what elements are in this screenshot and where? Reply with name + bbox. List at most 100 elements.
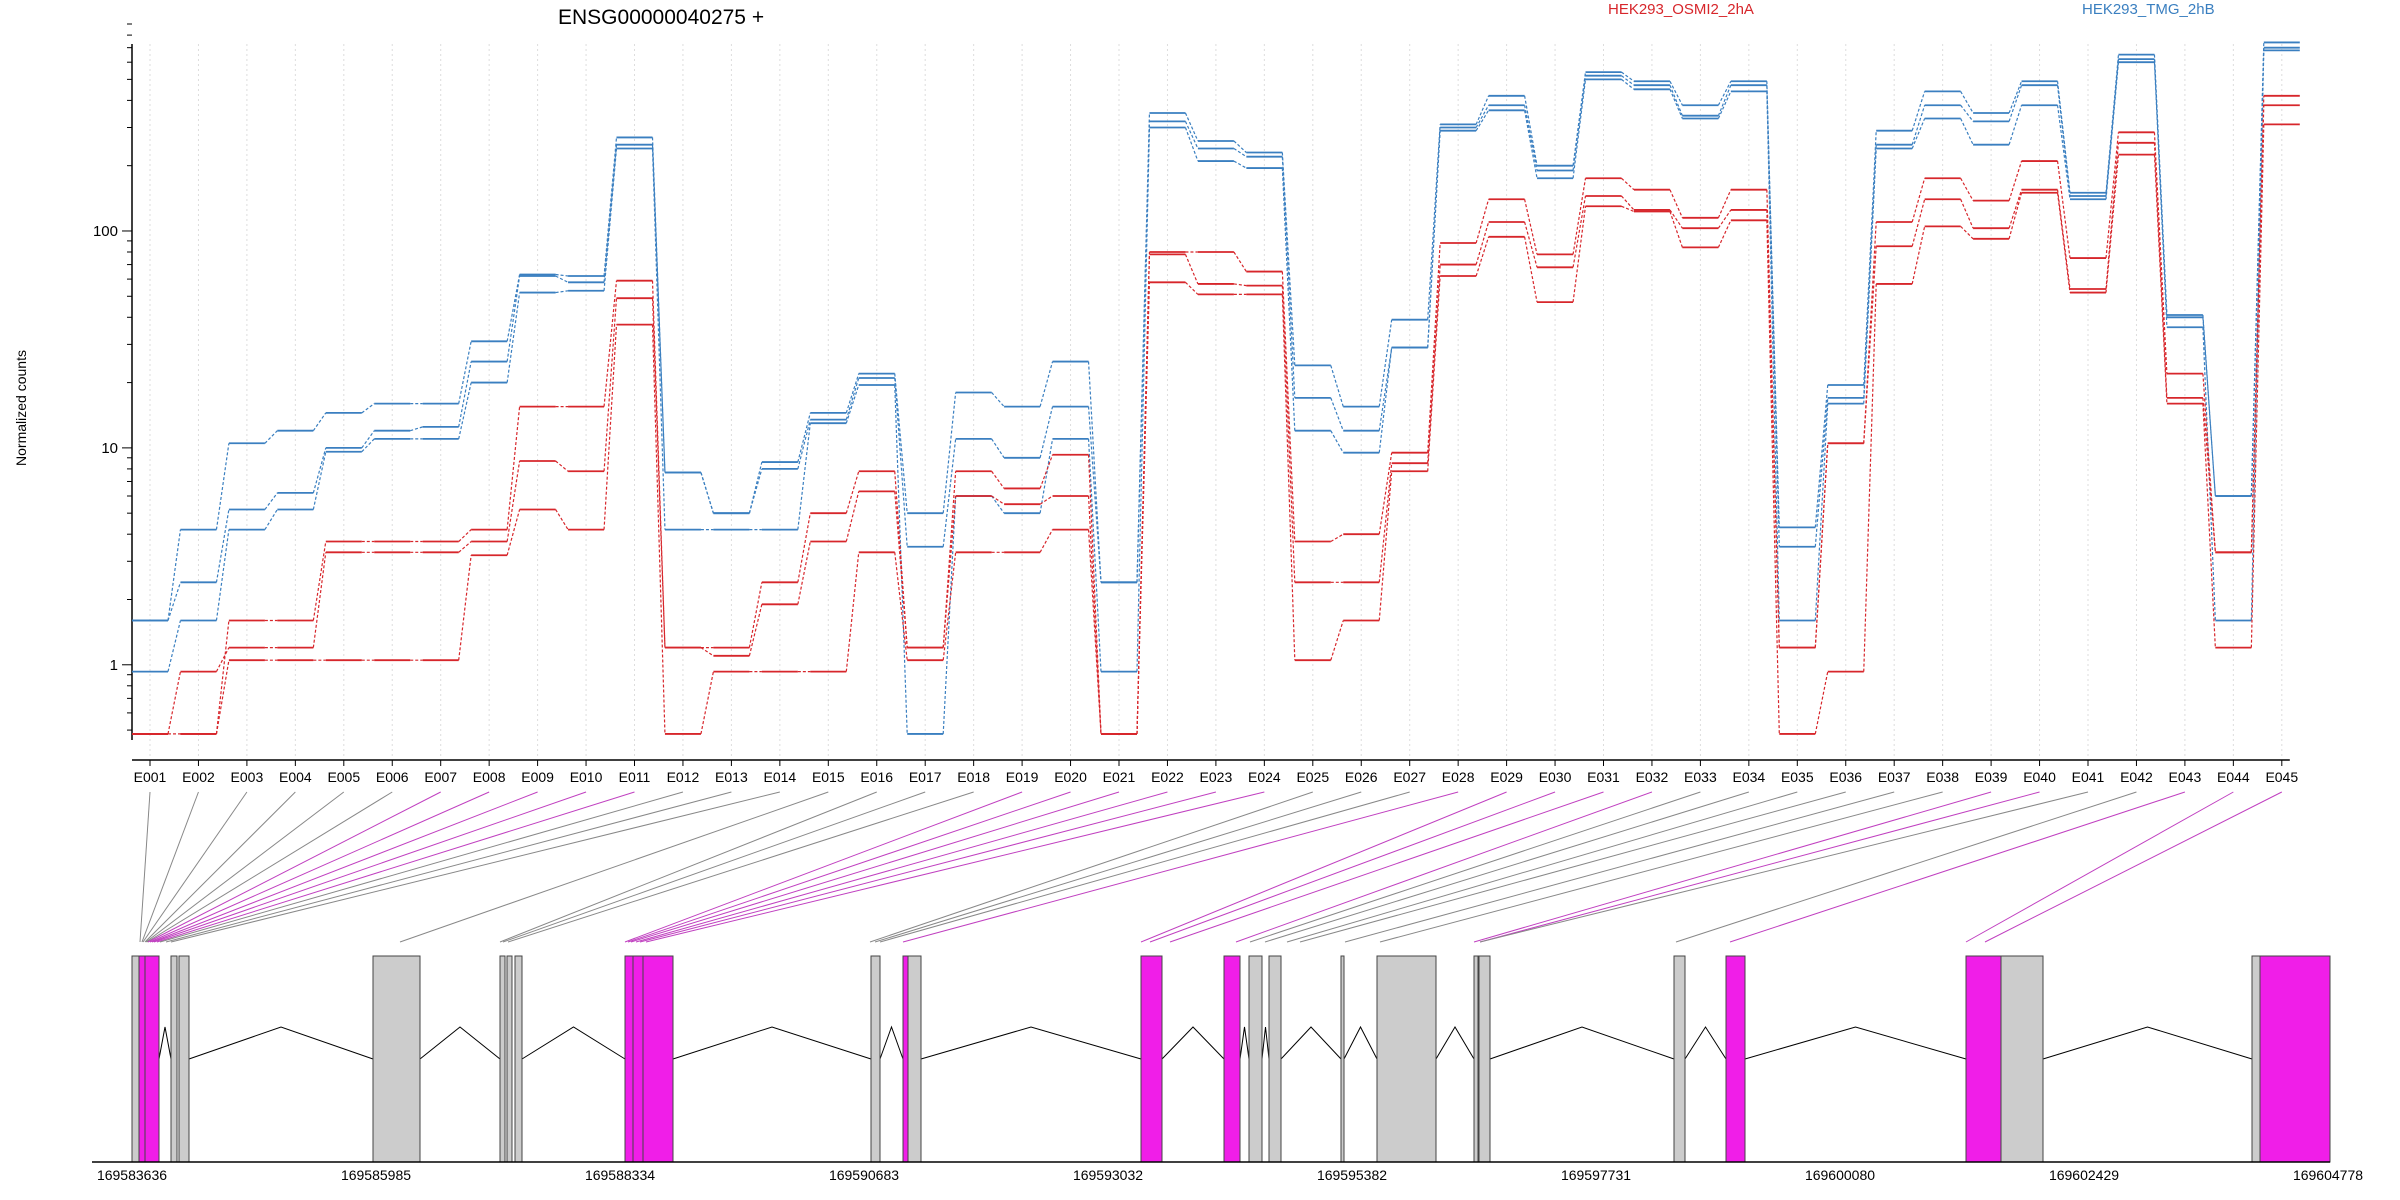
x-tick-label: E028 bbox=[1442, 769, 1475, 785]
series-connector bbox=[991, 392, 1005, 407]
series-connector bbox=[1572, 75, 1587, 171]
series-connector bbox=[1039, 529, 1054, 553]
genomic-tick-label: 169585985 bbox=[341, 1167, 411, 1183]
series-connector bbox=[2008, 192, 2023, 239]
axes: 1 10 100 bbox=[93, 23, 2290, 766]
exon-block bbox=[1473, 955, 1479, 1163]
exon-connector bbox=[1286, 791, 1798, 943]
exon-connector bbox=[1169, 791, 1604, 943]
series-connector bbox=[1524, 236, 1538, 303]
series-connector bbox=[1911, 226, 1926, 285]
series-connector bbox=[1863, 246, 1877, 444]
series-4 bbox=[132, 104, 2300, 735]
genomic-tick-label: 169600080 bbox=[1805, 1167, 1875, 1183]
exon-block bbox=[1725, 955, 1746, 1163]
x-tick-label: E014 bbox=[763, 769, 796, 785]
intron-line bbox=[158, 1026, 172, 1060]
series-connector bbox=[1039, 406, 1054, 458]
series-connector bbox=[1572, 206, 1587, 303]
exon-block bbox=[907, 955, 922, 1163]
series-connector bbox=[651, 324, 666, 734]
x-tick-label: E006 bbox=[376, 769, 409, 785]
series-connector bbox=[458, 529, 472, 542]
exon-connector bbox=[1264, 791, 1749, 943]
series-connector bbox=[1572, 79, 1587, 179]
series-connector bbox=[1960, 104, 1974, 122]
x-tick-label: E002 bbox=[182, 769, 215, 785]
x-tick-label: E037 bbox=[1878, 769, 1911, 785]
series-connector bbox=[1524, 221, 1538, 268]
series-connector bbox=[1378, 347, 1393, 453]
series-connector bbox=[2008, 160, 2023, 201]
exon-connector bbox=[645, 791, 1265, 943]
legend-label-tmg: HEK293_TMG_2hB bbox=[2082, 1, 2215, 18]
series-connector bbox=[1911, 199, 1926, 247]
series-connector bbox=[555, 273, 569, 277]
series-connector bbox=[2056, 192, 2071, 293]
series-connector bbox=[603, 144, 618, 283]
series-connector bbox=[1911, 105, 1926, 145]
series-connector bbox=[1233, 160, 1247, 169]
series-connector bbox=[651, 148, 666, 530]
series-connector bbox=[2105, 62, 2120, 200]
series-connector bbox=[942, 471, 957, 648]
x-tick-label: E044 bbox=[2217, 769, 2250, 785]
series-connector bbox=[555, 290, 569, 294]
series-connector bbox=[1621, 195, 1635, 211]
exon-block bbox=[870, 955, 881, 1163]
series-connector bbox=[942, 552, 957, 661]
exon-block bbox=[499, 955, 506, 1163]
exon-connector bbox=[879, 791, 1410, 943]
series-connector bbox=[1330, 533, 1344, 543]
exon-connector bbox=[874, 791, 1362, 943]
x-tick-label: E033 bbox=[1684, 769, 1717, 785]
x-tick-label: E023 bbox=[1200, 769, 1233, 785]
x-tick-label: E025 bbox=[1296, 769, 1329, 785]
series-connector bbox=[2008, 105, 2023, 145]
exon-block bbox=[1340, 955, 1345, 1163]
series-connector bbox=[748, 461, 763, 514]
exon-block bbox=[514, 955, 523, 1163]
x-tick-label: E026 bbox=[1345, 769, 1378, 785]
intron-line bbox=[521, 1026, 626, 1060]
x-tick-label: E020 bbox=[1054, 769, 1087, 785]
exon-connector bbox=[139, 791, 151, 943]
series-connector bbox=[458, 541, 472, 553]
series-connector bbox=[1766, 189, 1780, 648]
series-connector bbox=[1184, 112, 1199, 142]
exon-block bbox=[642, 955, 674, 1163]
exon-connector bbox=[1984, 791, 2283, 943]
intron-line bbox=[1343, 1025, 1378, 1060]
exon-connector bbox=[1149, 791, 1556, 943]
series-connector bbox=[603, 280, 618, 407]
series-connector bbox=[894, 552, 908, 661]
series-connector bbox=[410, 426, 423, 432]
series-connector bbox=[312, 541, 327, 621]
series-connector bbox=[1621, 71, 1635, 82]
exon-block bbox=[2000, 955, 2044, 1163]
x-tick-label: E042 bbox=[2120, 769, 2153, 785]
series-connector bbox=[797, 423, 811, 530]
intron-line bbox=[1239, 1026, 1250, 1060]
series-connector bbox=[1184, 127, 1199, 162]
exon-connector bbox=[507, 791, 974, 943]
exon-block bbox=[902, 955, 909, 1163]
series-connector bbox=[1281, 168, 1296, 431]
x-tick-label: E038 bbox=[1926, 769, 1959, 785]
series-connector bbox=[1717, 209, 1732, 229]
series-connector bbox=[1621, 78, 1635, 90]
series-connector bbox=[797, 513, 811, 583]
exon-connector bbox=[1473, 791, 1992, 943]
series-connector bbox=[1669, 211, 1683, 248]
series-connector bbox=[215, 529, 230, 621]
exon-connector bbox=[1729, 791, 2186, 943]
series-connector bbox=[1475, 110, 1490, 131]
series-connector bbox=[2105, 54, 2120, 193]
series-connector bbox=[506, 292, 521, 383]
x-tick-label: E007 bbox=[424, 769, 457, 785]
exon-connector bbox=[902, 791, 1459, 943]
series-connector bbox=[1621, 205, 1635, 213]
series-connector bbox=[2153, 132, 2168, 374]
exon-block bbox=[2251, 955, 2261, 1163]
x-tick-label: E009 bbox=[521, 769, 554, 785]
